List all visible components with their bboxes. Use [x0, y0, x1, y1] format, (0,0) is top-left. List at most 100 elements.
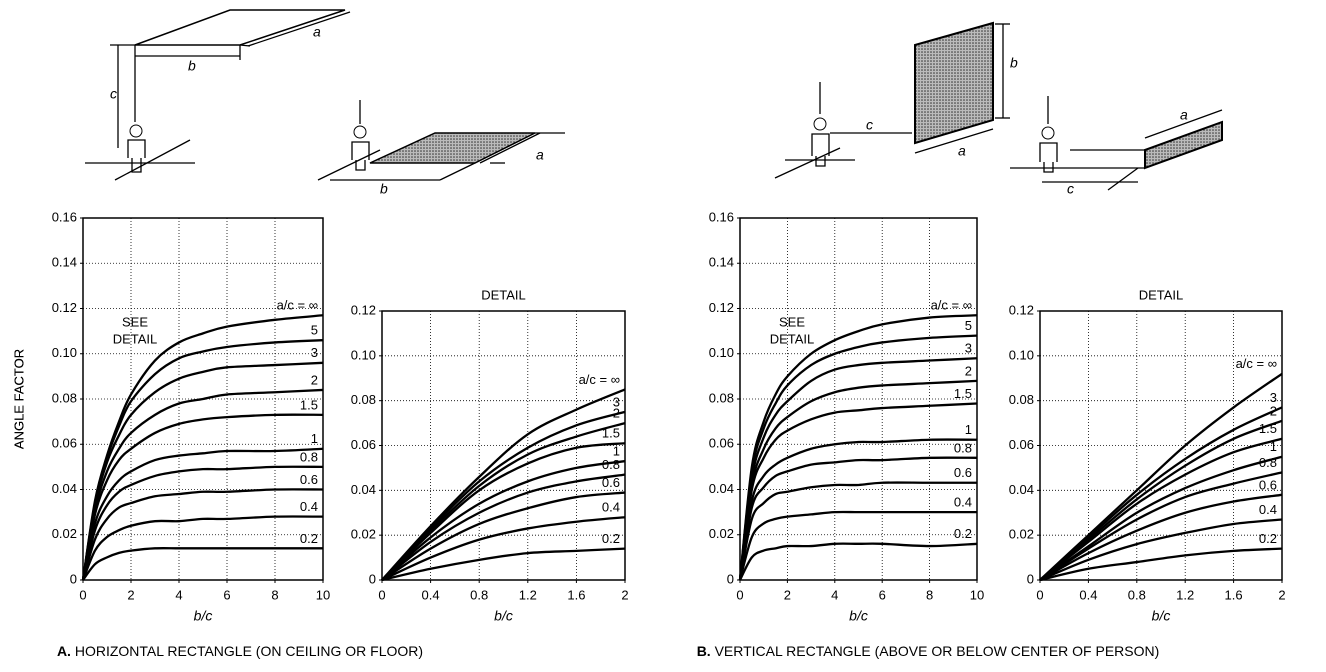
annotation: DETAIL: [113, 331, 158, 346]
y-tick-label: 0.08: [1009, 392, 1034, 407]
x-tick-label: 1.2: [519, 587, 537, 602]
curve-label: 1: [965, 422, 972, 437]
annotation: SEE: [122, 314, 148, 329]
y-tick-label: 0.10: [351, 347, 376, 362]
y-tick-label: 0: [727, 571, 734, 586]
curve: [1039, 518, 1283, 582]
x-tick-label: 2: [784, 587, 791, 602]
x-tick-label: 0.8: [1128, 587, 1146, 602]
x-tick-label: 6: [879, 587, 886, 602]
y-tick-label: 0.02: [709, 526, 734, 541]
curve: [381, 442, 626, 581]
x-axis-label: b/c: [494, 608, 513, 624]
curve: [82, 547, 323, 581]
curve: [81, 515, 324, 581]
y-tick-label: 0.04: [709, 481, 734, 496]
y-axis-label: ANGLE FACTOR: [11, 349, 26, 449]
diagram-floor: [317, 100, 565, 181]
x-tick-label: 0: [378, 587, 385, 602]
curve: [81, 488, 324, 581]
x-tick-label: 0.4: [1079, 587, 1097, 602]
diagram-label: c: [1067, 181, 1074, 197]
caption-text: HORIZONTAL RECTANGLE (ON CEILING OR FLOO…: [75, 643, 423, 659]
curve: [738, 379, 978, 581]
curve-label: 2: [613, 406, 620, 421]
y-tick-label: 0.12: [1009, 302, 1034, 317]
chart-title: DETAIL: [481, 287, 526, 302]
curve-label: 0.2: [954, 526, 972, 541]
curve-label: a/c = ∞: [931, 298, 972, 313]
x-tick-label: 4: [175, 587, 182, 602]
diagram-label: b: [1010, 55, 1018, 71]
diagram-label: b: [188, 58, 196, 74]
x-tick-label: 10: [316, 587, 330, 602]
y-tick-label: 0.06: [52, 436, 77, 451]
curve: [738, 456, 978, 581]
curve-label: 3: [311, 345, 318, 360]
curve: [381, 421, 626, 581]
plot-frame: [381, 310, 626, 581]
curve: [381, 460, 626, 581]
curve-label: 0.6: [300, 472, 318, 487]
curve: [738, 438, 978, 581]
curve-label: 1.5: [954, 386, 972, 401]
y-tick-label: 0.10: [1009, 347, 1034, 362]
y-axis-label: ANGLE FACTOR: [11, 349, 26, 449]
curve: [381, 410, 626, 581]
plot-frame: [82, 217, 324, 581]
diagram-label: c: [866, 117, 873, 133]
curve: [738, 542, 978, 581]
y-tick-label: 0: [369, 571, 376, 586]
diagram-ceiling: [85, 9, 351, 181]
y-tick-label: 0.06: [1009, 437, 1034, 452]
y-tick-label: 0.12: [52, 300, 77, 315]
annotation: DETAIL: [770, 331, 815, 346]
curve-label: 0.4: [300, 499, 318, 514]
y-tick-label: 0.12: [709, 300, 734, 315]
plot-frame: [739, 217, 978, 581]
curve: [81, 388, 324, 581]
annotation: SEE: [779, 314, 805, 329]
curve-label: 0.4: [1259, 502, 1277, 517]
curve: [381, 491, 626, 581]
curve: [81, 465, 324, 581]
curve-label: 1: [613, 444, 620, 459]
y-tick-label: 0.02: [1009, 527, 1034, 542]
curve-label: 0.8: [1259, 455, 1277, 470]
y-tick-label: 0.04: [351, 482, 376, 497]
chart-title: DETAIL: [1139, 287, 1184, 302]
y-tick-label: 0.06: [709, 436, 734, 451]
caption-letter: A.: [57, 643, 71, 659]
y-tick-label: 0.08: [52, 390, 77, 405]
x-tick-label: 6: [223, 587, 230, 602]
y-tick-label: 0.14: [52, 255, 77, 270]
curve: [738, 510, 977, 581]
y-tick-label: 0.16: [709, 209, 734, 224]
curve-label: 2: [311, 372, 318, 387]
y-tick-label: 0.08: [709, 390, 734, 405]
curve-label: a/c = ∞: [277, 298, 318, 313]
curve: [1039, 406, 1283, 581]
diagram-label: b: [380, 181, 388, 197]
x-tick-label: 8: [926, 587, 933, 602]
curve: [81, 413, 324, 581]
x-tick-label: 1.6: [567, 587, 585, 602]
curve-label: 1.5: [300, 397, 318, 412]
curve-label: 0.2: [300, 531, 318, 546]
curve: [381, 516, 626, 582]
curve-label: 0.8: [954, 440, 972, 455]
x-tick-label: 10: [970, 587, 984, 602]
curve-label: 0.2: [602, 531, 620, 546]
x-tick-label: 1.2: [1176, 587, 1194, 602]
diagram-label: a: [1180, 107, 1188, 123]
y-tick-label: 0.06: [351, 437, 376, 452]
curve-label: 0.2: [1259, 531, 1277, 546]
x-axis-label: b/c: [1152, 608, 1171, 624]
diagram-label: c: [110, 86, 117, 102]
curve-label: 0.8: [602, 457, 620, 472]
y-tick-label: 0.04: [52, 481, 77, 496]
curve: [81, 361, 324, 581]
x-tick-label: 1.6: [1225, 587, 1243, 602]
curve: [381, 547, 626, 582]
